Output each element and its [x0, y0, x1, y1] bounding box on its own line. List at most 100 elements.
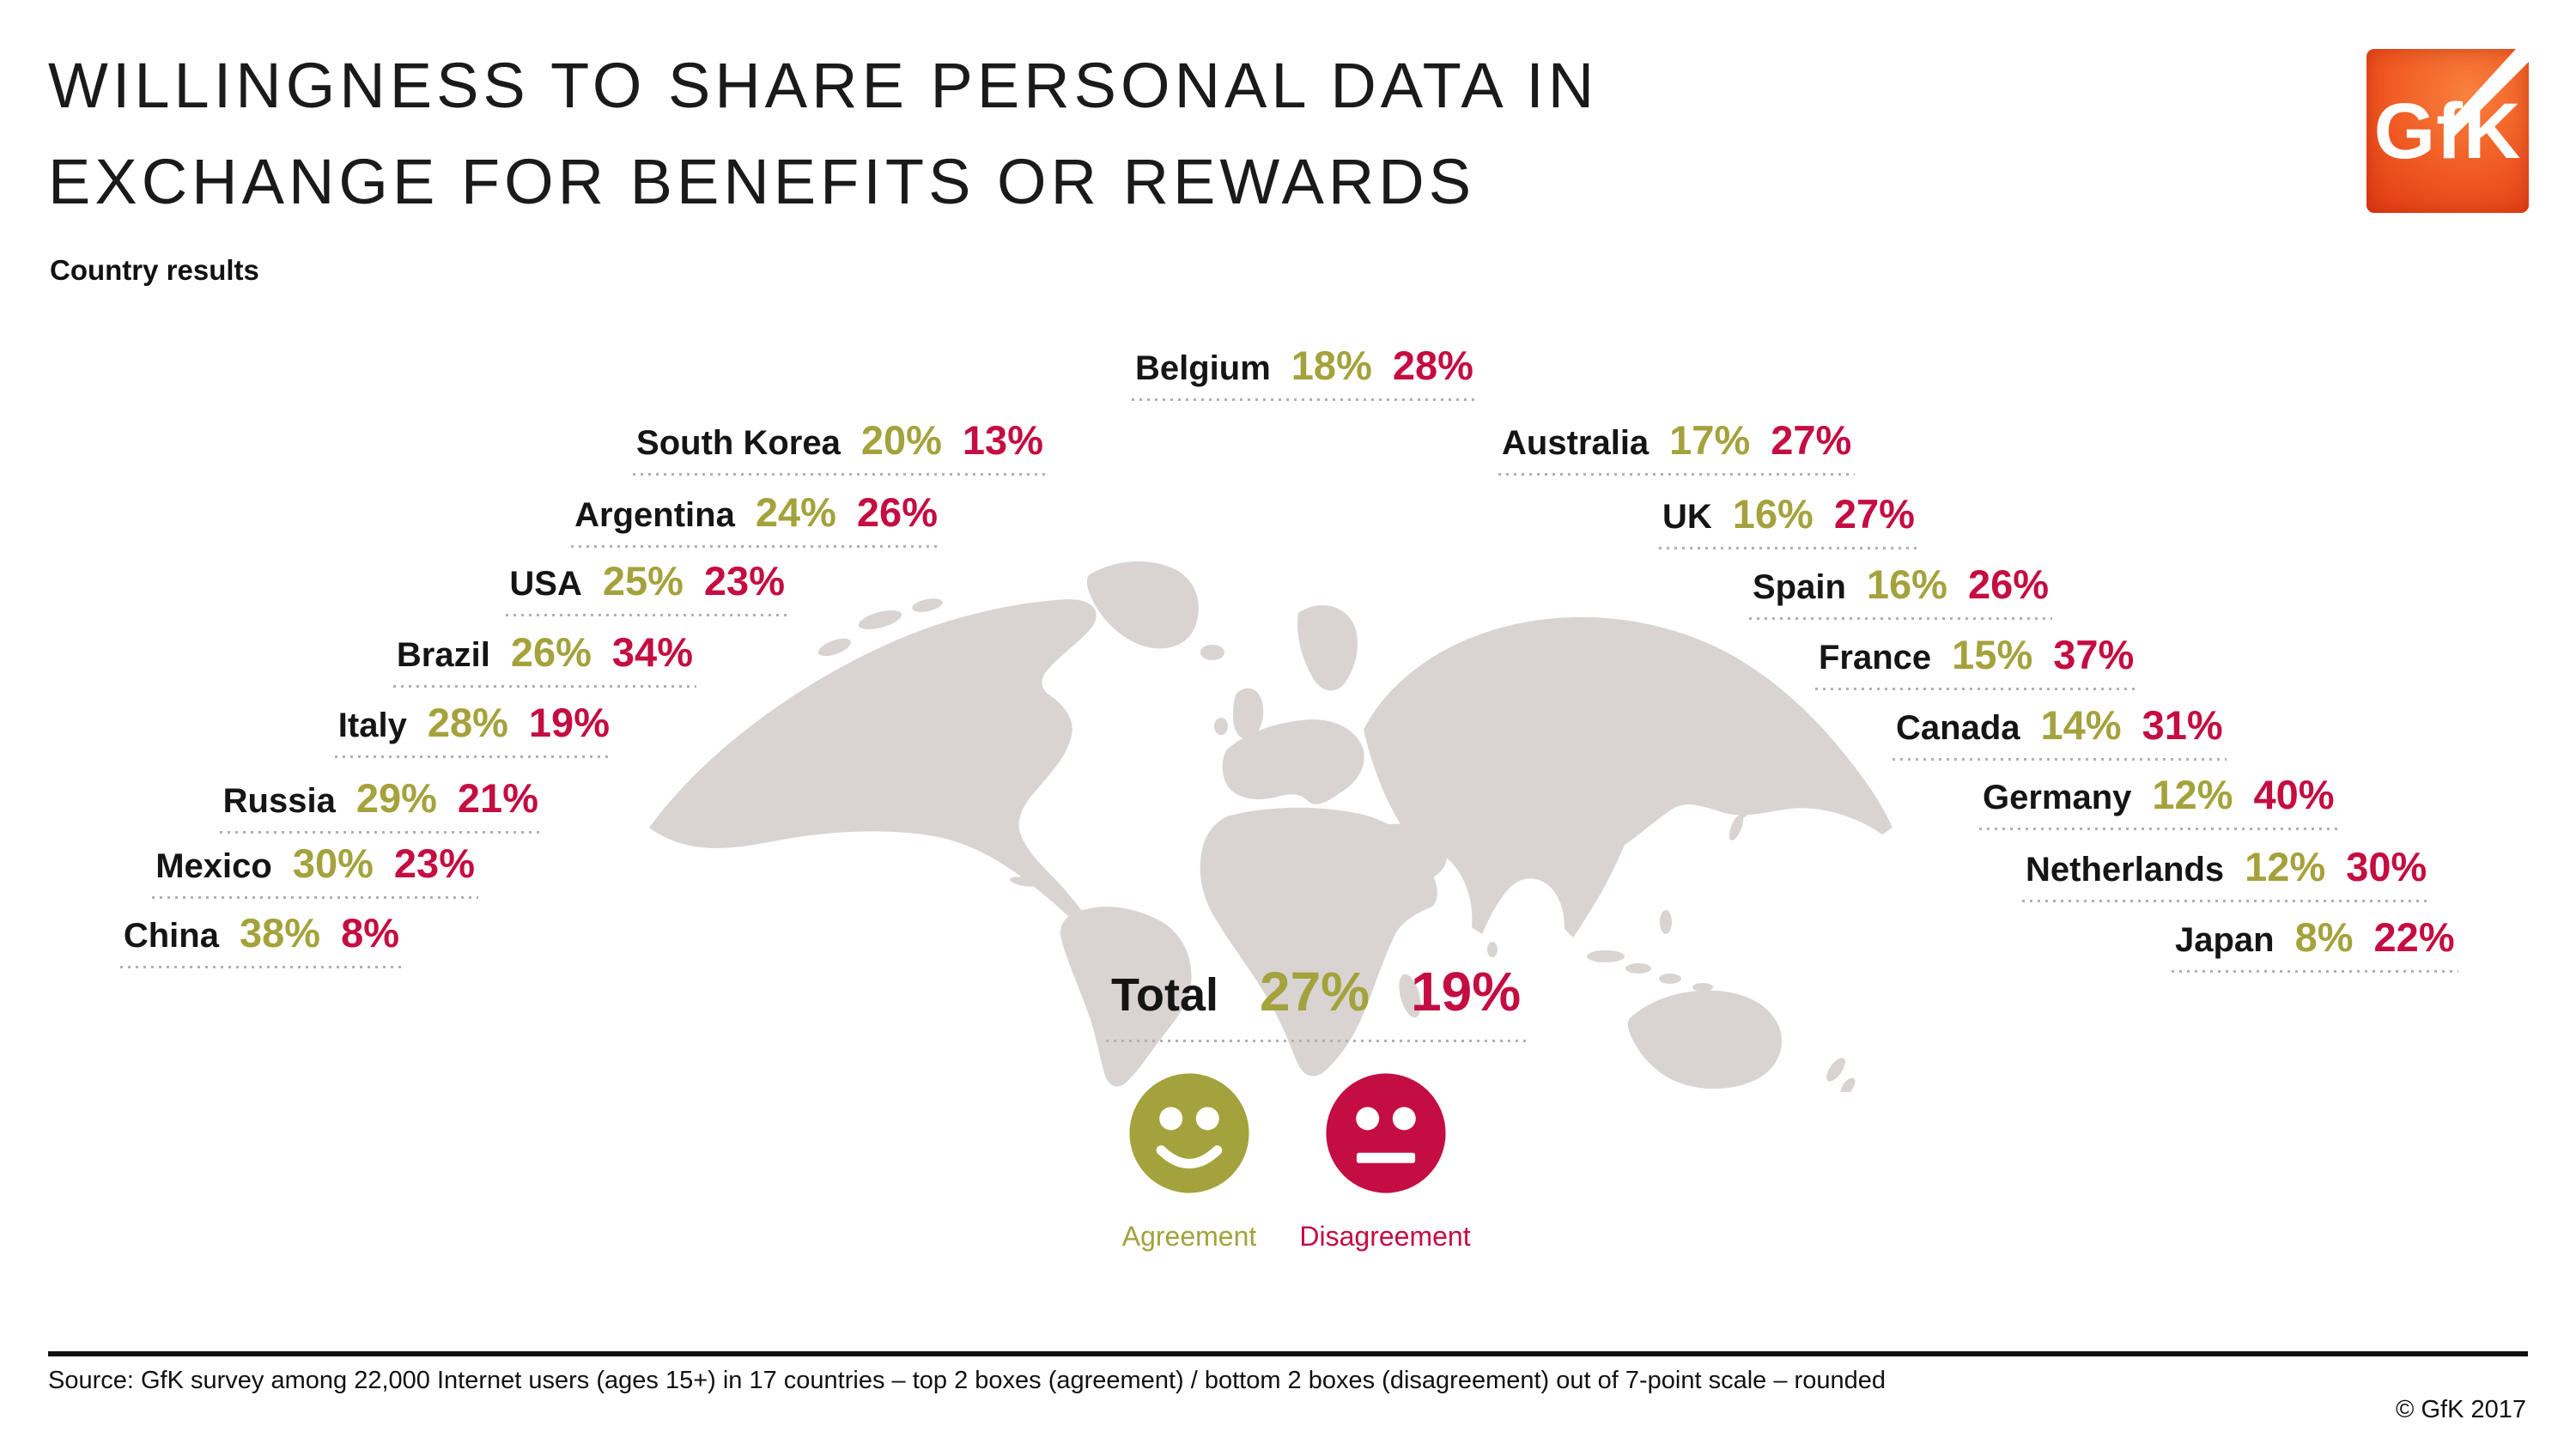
country-row-russia: Russia 29% 21% — [219, 774, 542, 834]
agreement-value: 15% — [1952, 632, 2033, 677]
map-asia — [1364, 616, 1893, 937]
agreement-value: 38% — [239, 910, 321, 956]
map-arctic-island — [912, 598, 943, 612]
country-row-australia: Australia 17% 27% — [1498, 416, 1856, 476]
map-indonesia-island — [1625, 963, 1651, 974]
country-name: Canada — [1896, 709, 2020, 747]
page-subtitle: Country results — [50, 254, 259, 286]
map-north-america — [649, 599, 1097, 924]
country-name: Belgium — [1135, 349, 1271, 387]
country-name: UK — [1662, 498, 1712, 536]
agreement-value: 24% — [755, 489, 836, 535]
agreement-smiley-icon — [1129, 1073, 1249, 1193]
map-indonesia-island — [1692, 983, 1713, 992]
disagreement-value: 27% — [1833, 491, 1915, 537]
country-row-uk: UK 16% 27% — [1659, 490, 1918, 549]
agreement-value: 26% — [510, 629, 592, 675]
disagreement-value: 26% — [1967, 561, 2050, 607]
country-row-canada: Canada 14% 31% — [1893, 701, 2227, 761]
country-name: China — [123, 917, 219, 955]
disagreement-value: 22% — [2373, 914, 2455, 960]
source-note: Source: GfK survey among 22,000 Internet… — [48, 1367, 1886, 1394]
map-japan — [1740, 778, 1764, 819]
country-row-south-korea: South Korea 20% 13% — [633, 416, 1047, 476]
disagreement-value: 26% — [856, 489, 938, 535]
country-row-spain: Spain 16% 26% — [1749, 561, 2053, 620]
page-title-line1: WILLINGNESS TO SHARE PERSONAL DATA IN — [48, 50, 1599, 121]
map-scandinavia — [1297, 604, 1358, 691]
country-name: USA — [509, 565, 582, 603]
total-row: Total 27% 19% — [1106, 960, 1527, 1042]
country-row-netherlands: Netherlands 12% 30% — [2022, 843, 2431, 902]
disagreement-value: 30% — [2346, 844, 2427, 889]
disagreement-value: 23% — [703, 558, 785, 604]
country-name: Germany — [1983, 779, 2132, 816]
footer-divider — [48, 1351, 2528, 1356]
map-arctic-island — [858, 610, 902, 629]
country-name: Spain — [1753, 568, 1846, 606]
country-name: Russia — [222, 782, 336, 820]
country-name: South Korea — [636, 424, 841, 462]
disagreement-value: 28% — [1392, 343, 1473, 388]
map-indonesia-island — [1587, 950, 1625, 962]
agreement-value: 25% — [602, 558, 683, 604]
copyright-note: © GfK 2017 — [2396, 1396, 2526, 1423]
map-iceland — [1200, 645, 1224, 660]
map-caribbean-island — [1010, 877, 1037, 887]
map-ireland — [1214, 718, 1228, 735]
map-new-zealand — [1826, 1058, 1845, 1082]
country-row-italy: Italy 28% 19% — [334, 699, 613, 758]
disagreement-neutral-face-icon — [1326, 1073, 1446, 1193]
map-australia — [1627, 990, 1782, 1089]
map-africa — [1200, 807, 1437, 1077]
country-row-mexico: Mexico 30% 23% — [152, 840, 478, 899]
agreement-value: 12% — [2152, 772, 2233, 817]
disagreement-legend-label: Disagreement — [1299, 1221, 1471, 1252]
map-arctic-island — [818, 638, 851, 657]
agreement-value: 16% — [1866, 561, 1947, 607]
country-row-brazil: Brazil 26% 34% — [392, 628, 696, 688]
map-indonesia-island — [1659, 974, 1681, 984]
map-sri-lanka — [1487, 942, 1498, 957]
country-row-belgium: Belgium 18% 28% — [1132, 342, 1477, 401]
country-name: Netherlands — [2026, 851, 2225, 889]
country-name: Japan — [2175, 921, 2275, 959]
map-philippines — [1660, 910, 1672, 934]
agreement-value: 8% — [2294, 914, 2354, 960]
map-caribbean-island — [1041, 889, 1058, 897]
map-greenland — [1086, 561, 1199, 649]
disagreement-value: 37% — [2053, 632, 2135, 677]
disagreement-value: 19% — [528, 700, 610, 745]
agreement-legend-label: Agreement — [1121, 1221, 1257, 1252]
agreement-value: 16% — [1732, 491, 1814, 537]
agreement-value: 28% — [427, 700, 508, 745]
map-british-isles — [1233, 688, 1264, 739]
total-disagreement-value: 19% — [1411, 961, 1522, 1022]
map-japan — [1728, 814, 1744, 841]
disagreement-value: 8% — [341, 910, 399, 956]
country-row-argentina: Argentina 24% 26% — [571, 488, 941, 548]
agreement-value: 30% — [292, 840, 374, 886]
country-name: France — [1819, 639, 1932, 676]
country-name: Australia — [1502, 424, 1649, 462]
agreement-value: 18% — [1291, 343, 1372, 388]
disagreement-value: 21% — [457, 775, 538, 821]
disagreement-value: 27% — [1771, 417, 1852, 463]
country-name: Brazil — [396, 636, 490, 674]
disagreement-value: 13% — [962, 417, 1043, 463]
agreement-value: 17% — [1669, 417, 1751, 463]
country-name: Argentina — [574, 496, 735, 534]
map-new-zealand — [1840, 1077, 1856, 1092]
country-name: Italy — [337, 707, 407, 744]
total-agreement-value: 27% — [1259, 961, 1370, 1022]
country-row-japan: Japan 8% 22% — [2172, 913, 2458, 973]
agreement-value: 20% — [860, 417, 942, 463]
agreement-value: 29% — [355, 775, 437, 821]
country-row-china: China 38% 8% — [119, 909, 403, 968]
page-title: WILLINGNESS TO SHARE PERSONAL DATA IN EX… — [48, 38, 1598, 230]
disagreement-value: 23% — [393, 840, 475, 886]
gfk-logo: GfK — [2366, 49, 2529, 213]
total-label: Total — [1111, 969, 1218, 1021]
map-europe — [1222, 719, 1364, 804]
